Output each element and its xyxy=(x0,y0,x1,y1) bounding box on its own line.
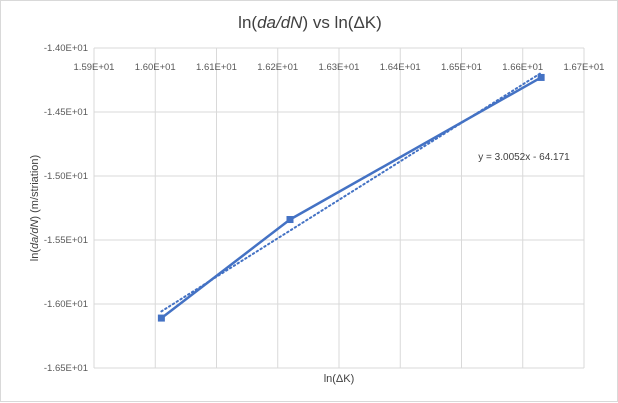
y-tick-label: -1.50E+01 xyxy=(44,171,88,182)
x-tick-label: 1.66E+01 xyxy=(502,62,543,73)
chart-title: ln(da/dN) vs ln(ΔK) xyxy=(238,13,382,32)
x-tick-label: 1.65E+01 xyxy=(441,62,482,73)
data-point xyxy=(286,216,294,224)
y-tick-labels: -1.40E+01 -1.45E+01 -1.50E+01 -1.55E+01 -1.6… xyxy=(44,43,88,374)
x-tick-label: 1.59E+01 xyxy=(74,62,115,73)
data-series xyxy=(157,73,545,322)
y-tick-label: -1.45E+01 xyxy=(44,107,88,118)
grid-lines xyxy=(93,47,585,369)
y-tick-label: -1.60E+01 xyxy=(44,299,88,310)
data-point xyxy=(157,314,165,322)
x-tick-label: 1.61E+01 xyxy=(196,62,237,73)
x-axis-title: ln(ΔK) xyxy=(324,373,355,385)
y-tick-label: -1.55E+01 xyxy=(44,235,88,246)
axis-titles: ln(ΔK) ln(da/dN) (m/striation) xyxy=(29,155,354,385)
y-tick-label: -1.40E+01 xyxy=(44,43,88,54)
data-point xyxy=(537,73,545,81)
trendline: y = 3.0052x - 64.171 xyxy=(160,71,570,313)
y-axis-title: ln(da/dN) (m/striation) xyxy=(29,155,41,261)
x-tick-labels: 1.59E+01 1.60E+01 1.61E+01 1.62E+01 1.63E+01… xyxy=(74,62,605,73)
x-tick-label: 1.60E+01 xyxy=(135,62,176,73)
chart-title-text: ln(da/dN) vs ln(ΔK) xyxy=(238,13,382,32)
x-tick-label: 1.67E+01 xyxy=(564,62,605,73)
x-tick-label: 1.62E+01 xyxy=(257,62,298,73)
series-line xyxy=(160,76,542,320)
x-tick-label: 1.64E+01 xyxy=(380,62,421,73)
y-tick-label: -1.65E+01 xyxy=(44,363,88,374)
trendline-equation: y = 3.0052x - 64.171 xyxy=(478,152,570,163)
x-tick-label: 1.63E+01 xyxy=(319,62,360,73)
